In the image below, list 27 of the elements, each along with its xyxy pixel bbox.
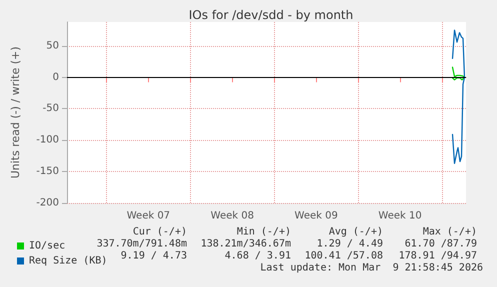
- text: 178.91 /94.97: [398, 250, 477, 262]
- legend-label: Req Size (KB): [29, 256, 108, 266]
- x-tick-label: Week 07: [126, 210, 170, 222]
- legend-label: IO/sec: [29, 240, 66, 252]
- y-tick-label: -150: [36, 166, 59, 178]
- text: 4.68 / 3.91: [224, 250, 291, 262]
- x-tick-label: Week 10: [378, 210, 422, 222]
- text: 138.21m/346.67m: [200, 238, 291, 250]
- text: Max (-/+): [422, 226, 477, 238]
- chart-title: IOs for /dev/sdd - by month: [188, 8, 354, 22]
- text: 1.29 / 4.49: [316, 238, 383, 250]
- y-tick-label: 0: [52, 72, 59, 83]
- text: 61.70 /87.79: [404, 238, 477, 250]
- y-tick-label: 50: [46, 40, 59, 52]
- text: Avg (-/+): [328, 226, 383, 238]
- text: Cur (-/+): [132, 226, 187, 238]
- x-tick-label: Week 08: [210, 210, 254, 222]
- text: 100.41 /57.08: [304, 250, 383, 262]
- text: 337.70m/791.48m: [96, 238, 187, 250]
- y-tick-label: -200: [36, 198, 59, 208]
- y-tick-label: -100: [36, 134, 59, 146]
- text: Last update: Mon Mar 9 21:58:45 2026: [260, 262, 484, 274]
- x-tick-label: Week 09: [294, 210, 338, 222]
- y-tick-label: -50: [42, 103, 59, 114]
- text: 9.19 / 4.73: [120, 250, 187, 262]
- y-axis-title: Units read (-) / write (+): [9, 46, 22, 179]
- text: Min (-/+): [236, 226, 291, 238]
